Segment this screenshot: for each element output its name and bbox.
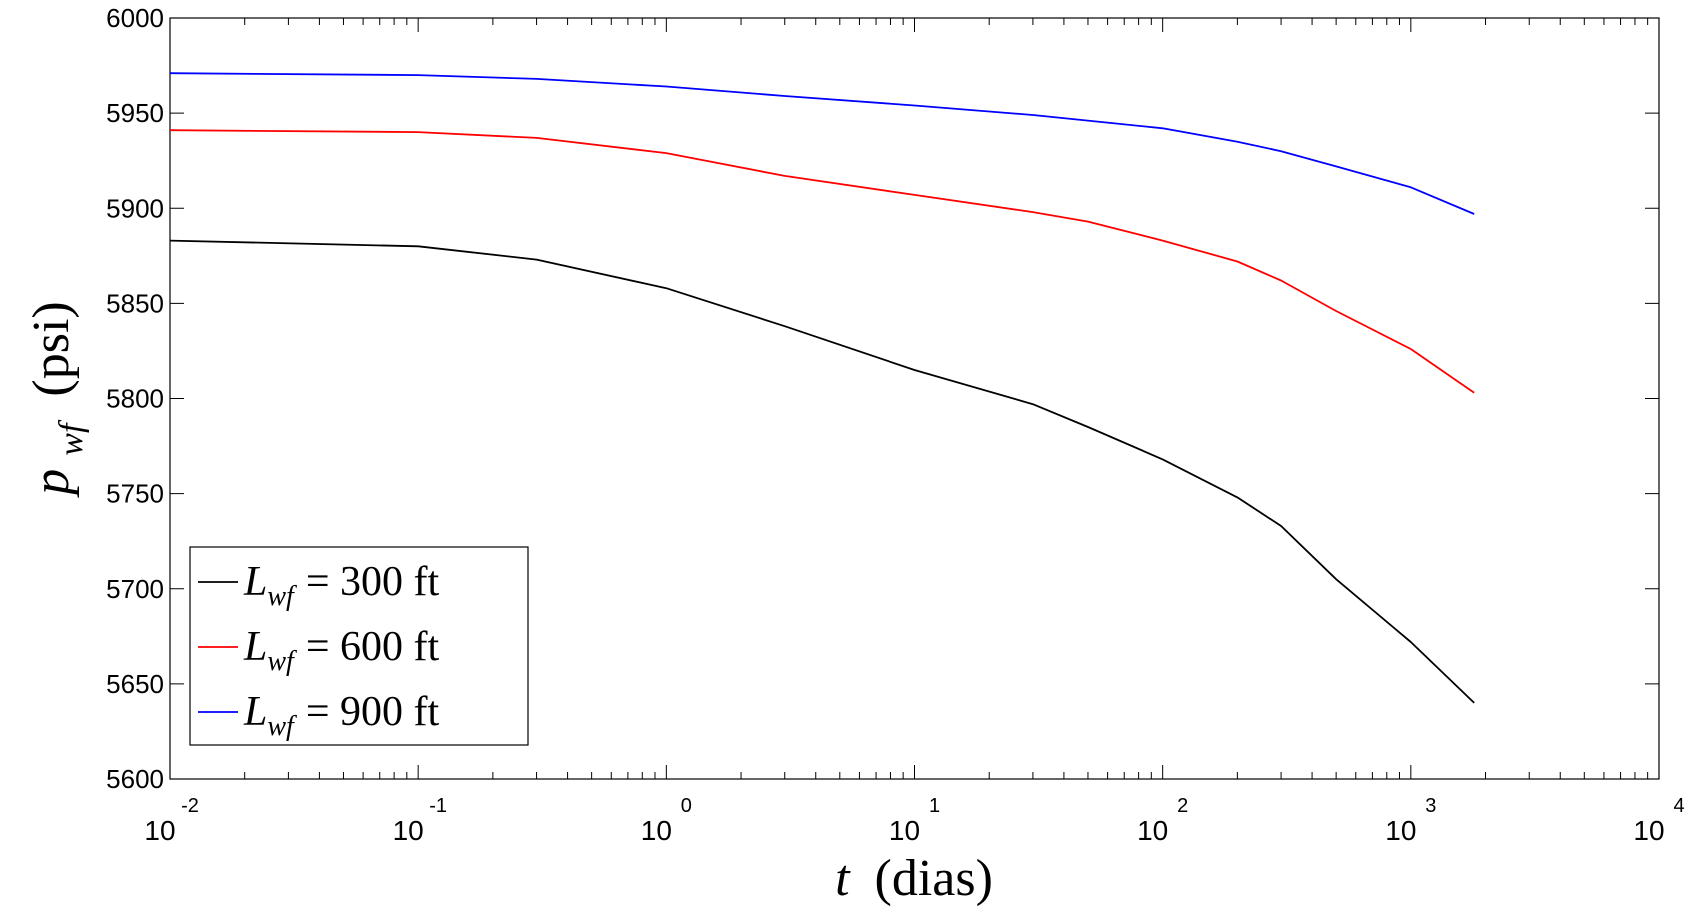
x-tick-label: 10 [144, 815, 175, 846]
y-tick-label: 5850 [106, 288, 164, 318]
x-tick-exponent: 4 [1673, 795, 1684, 817]
x-tick-label: 10 [889, 815, 920, 846]
x-tick-exponent: 3 [1425, 795, 1436, 817]
x-tick-label: 10 [1385, 815, 1416, 846]
y-tick-label: 5750 [106, 479, 164, 509]
y-axis-var: p [23, 469, 80, 499]
y-axis-sub: wf [53, 419, 90, 456]
series-line-2 [169, 129, 1475, 394]
x-axis-label: t (dias) [835, 850, 993, 907]
x-tick-exponent: 2 [1177, 795, 1188, 817]
x-tick-label: 10 [1137, 815, 1168, 846]
x-tick-label: 10 [393, 815, 424, 846]
y-tick-labels: 5600 5650 5700 5750 5800 5850 5900 5950 6000 [106, 3, 164, 794]
y-tick-label: 5800 [106, 384, 164, 414]
series-line-3 [169, 72, 1475, 215]
x-tick-exponent: 0 [681, 795, 692, 817]
y-tick-label: 6000 [106, 3, 164, 33]
x-tick-exponent: -2 [181, 795, 199, 817]
axis-ticks [169, 17, 1660, 780]
legend-box [189, 546, 529, 746]
x-axis-unit: (dias) [875, 850, 993, 907]
y-tick-label: 5900 [106, 193, 164, 223]
y-axis-unit: (psi) [23, 301, 80, 396]
x-axis-var: t [835, 850, 851, 907]
x-tick-exponent: -1 [429, 795, 447, 817]
legend-label: Lwf = 600 ft [243, 624, 440, 677]
x-tick-label: 10 [1633, 815, 1664, 846]
y-tick-label: 5700 [106, 574, 164, 604]
x-tick-label: 10 [641, 815, 672, 846]
y-tick-label: 5650 [106, 669, 164, 699]
y-tick-label: 5950 [106, 98, 164, 128]
y-tick-label: 5600 [106, 764, 164, 794]
x-tick-exponent: 1 [929, 795, 940, 817]
legend: Lwf = 300 ft Lwf = 600 ft Lwf = 900 ft [189, 546, 529, 746]
series-lines [169, 72, 1475, 704]
legend-label: Lwf = 900 ft [243, 689, 440, 742]
y-axis-label: p wf (psi) [23, 301, 94, 498]
legend-label: Lwf = 300 ft [243, 559, 440, 612]
series-line-1 [169, 239, 1475, 704]
